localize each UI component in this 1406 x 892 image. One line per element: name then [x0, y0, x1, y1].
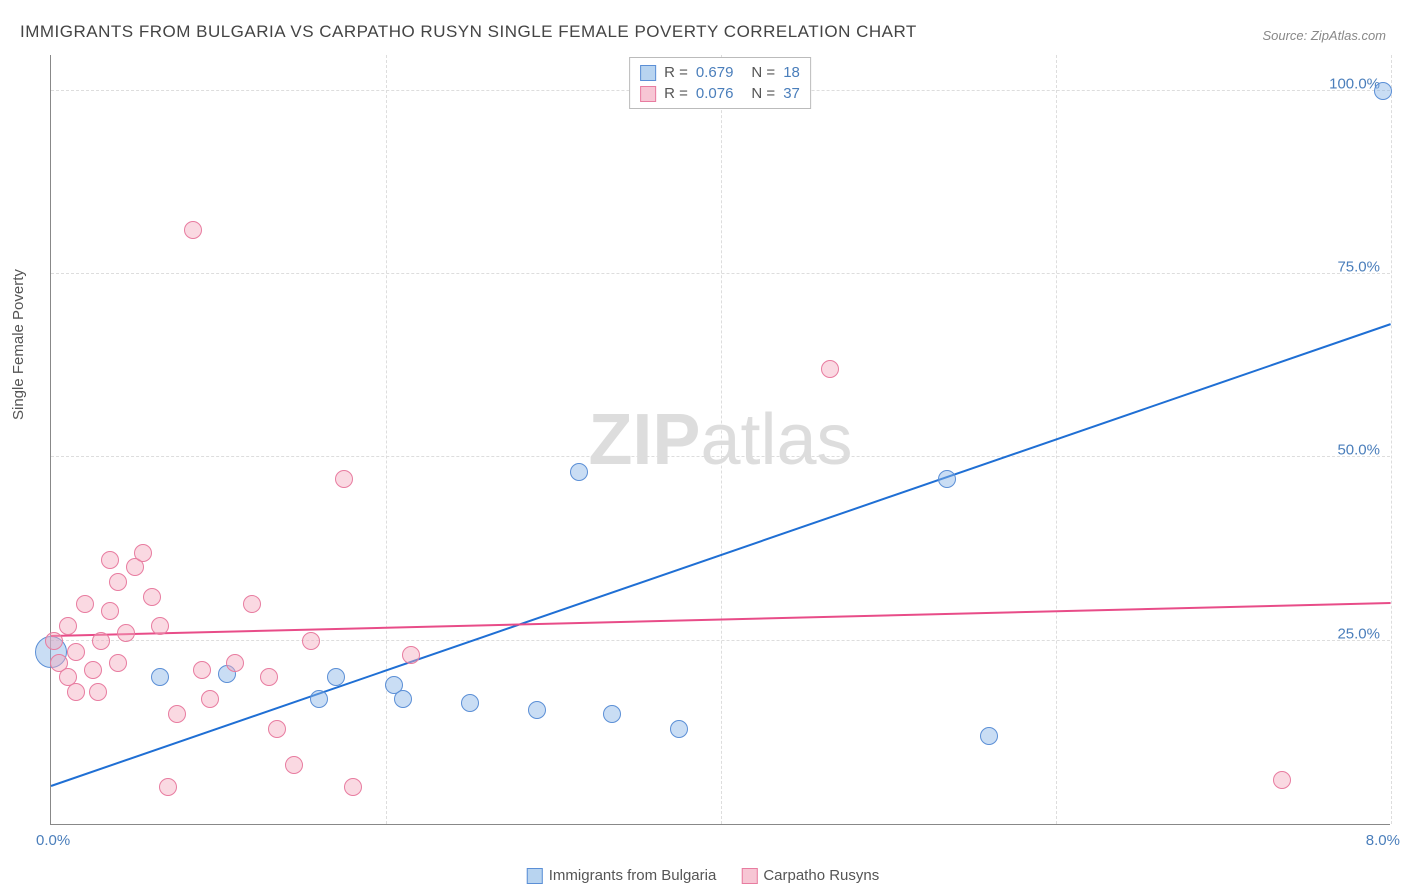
- y-tick-label: 25.0%: [1337, 625, 1380, 642]
- scatter-point: [101, 602, 119, 620]
- scatter-point: [193, 661, 211, 679]
- legend-stats-row: R = 0.076 N = 37: [640, 83, 800, 104]
- legend-r-value: 0.076: [696, 85, 734, 102]
- scatter-point: [67, 643, 85, 661]
- gridline-vertical: [386, 55, 387, 824]
- scatter-point: [243, 595, 261, 613]
- scatter-point: [461, 694, 479, 712]
- scatter-point: [168, 705, 186, 723]
- y-tick-label: 75.0%: [1337, 259, 1380, 276]
- legend-swatch: [640, 65, 656, 81]
- legend-n-label: N =: [751, 85, 775, 102]
- scatter-point: [310, 690, 328, 708]
- legend-series-item: Carpatho Rusyns: [741, 867, 879, 884]
- y-tick-label: 100.0%: [1329, 75, 1380, 92]
- scatter-point: [184, 221, 202, 239]
- scatter-point: [159, 778, 177, 796]
- watermark-rest: atlas: [700, 400, 852, 480]
- scatter-point: [151, 617, 169, 635]
- scatter-point: [402, 646, 420, 664]
- scatter-point: [134, 544, 152, 562]
- y-axis-label: Single Female Poverty: [10, 269, 27, 420]
- scatter-point: [327, 668, 345, 686]
- scatter-point: [1273, 771, 1291, 789]
- scatter-point: [92, 632, 110, 650]
- scatter-point: [821, 360, 839, 378]
- legend-r-label: R =: [664, 64, 688, 81]
- scatter-point: [528, 701, 546, 719]
- scatter-point: [570, 463, 588, 481]
- scatter-point: [980, 727, 998, 745]
- scatter-point: [394, 690, 412, 708]
- legend-n-label: N =: [751, 64, 775, 81]
- scatter-point: [226, 654, 244, 672]
- scatter-point: [151, 668, 169, 686]
- scatter-point: [59, 617, 77, 635]
- scatter-point: [201, 690, 219, 708]
- scatter-point: [117, 624, 135, 642]
- scatter-point: [938, 470, 956, 488]
- legend-r-value: 0.679: [696, 64, 734, 81]
- scatter-point: [101, 551, 119, 569]
- legend-n-value: 37: [783, 85, 800, 102]
- gridline-vertical: [721, 55, 722, 824]
- legend-swatch: [640, 86, 656, 102]
- x-axis-origin-label: 0.0%: [36, 832, 70, 849]
- scatter-point: [143, 588, 161, 606]
- gridline-vertical: [1391, 55, 1392, 824]
- legend-series: Immigrants from Bulgaria Carpatho Rusyns: [527, 867, 879, 884]
- legend-series-item: Immigrants from Bulgaria: [527, 867, 717, 884]
- plot-container: ZIPatlas 0.0% 8.0% 25.0%50.0%75.0%100.0%…: [50, 55, 1390, 825]
- scatter-point: [285, 756, 303, 774]
- source-attribution: Source: ZipAtlas.com: [1262, 28, 1386, 43]
- scatter-point: [109, 654, 127, 672]
- scatter-point: [89, 683, 107, 701]
- legend-stats-row: R = 0.679 N = 18: [640, 62, 800, 83]
- scatter-point: [109, 573, 127, 591]
- plot-area: ZIPatlas 0.0% 8.0% 25.0%50.0%75.0%100.0%: [50, 55, 1390, 825]
- scatter-point: [76, 595, 94, 613]
- legend-swatch: [741, 868, 757, 884]
- scatter-point: [84, 661, 102, 679]
- scatter-point: [302, 632, 320, 650]
- scatter-point: [1374, 82, 1392, 100]
- scatter-point: [268, 720, 286, 738]
- legend-stats: R = 0.679 N = 18 R = 0.076 N = 37: [629, 57, 811, 109]
- legend-series-label: Immigrants from Bulgaria: [549, 867, 717, 884]
- legend-series-label: Carpatho Rusyns: [763, 867, 879, 884]
- legend-r-label: R =: [664, 85, 688, 102]
- scatter-point: [344, 778, 362, 796]
- scatter-point: [335, 470, 353, 488]
- scatter-point: [67, 683, 85, 701]
- scatter-point: [45, 632, 63, 650]
- scatter-point: [670, 720, 688, 738]
- legend-swatch: [527, 868, 543, 884]
- x-axis-max-label: 8.0%: [1366, 832, 1400, 849]
- scatter-point: [603, 705, 621, 723]
- scatter-point: [260, 668, 278, 686]
- y-tick-label: 50.0%: [1337, 442, 1380, 459]
- watermark-bold: ZIP: [588, 400, 700, 480]
- legend-n-value: 18: [783, 64, 800, 81]
- chart-title: IMMIGRANTS FROM BULGARIA VS CARPATHO RUS…: [20, 22, 917, 42]
